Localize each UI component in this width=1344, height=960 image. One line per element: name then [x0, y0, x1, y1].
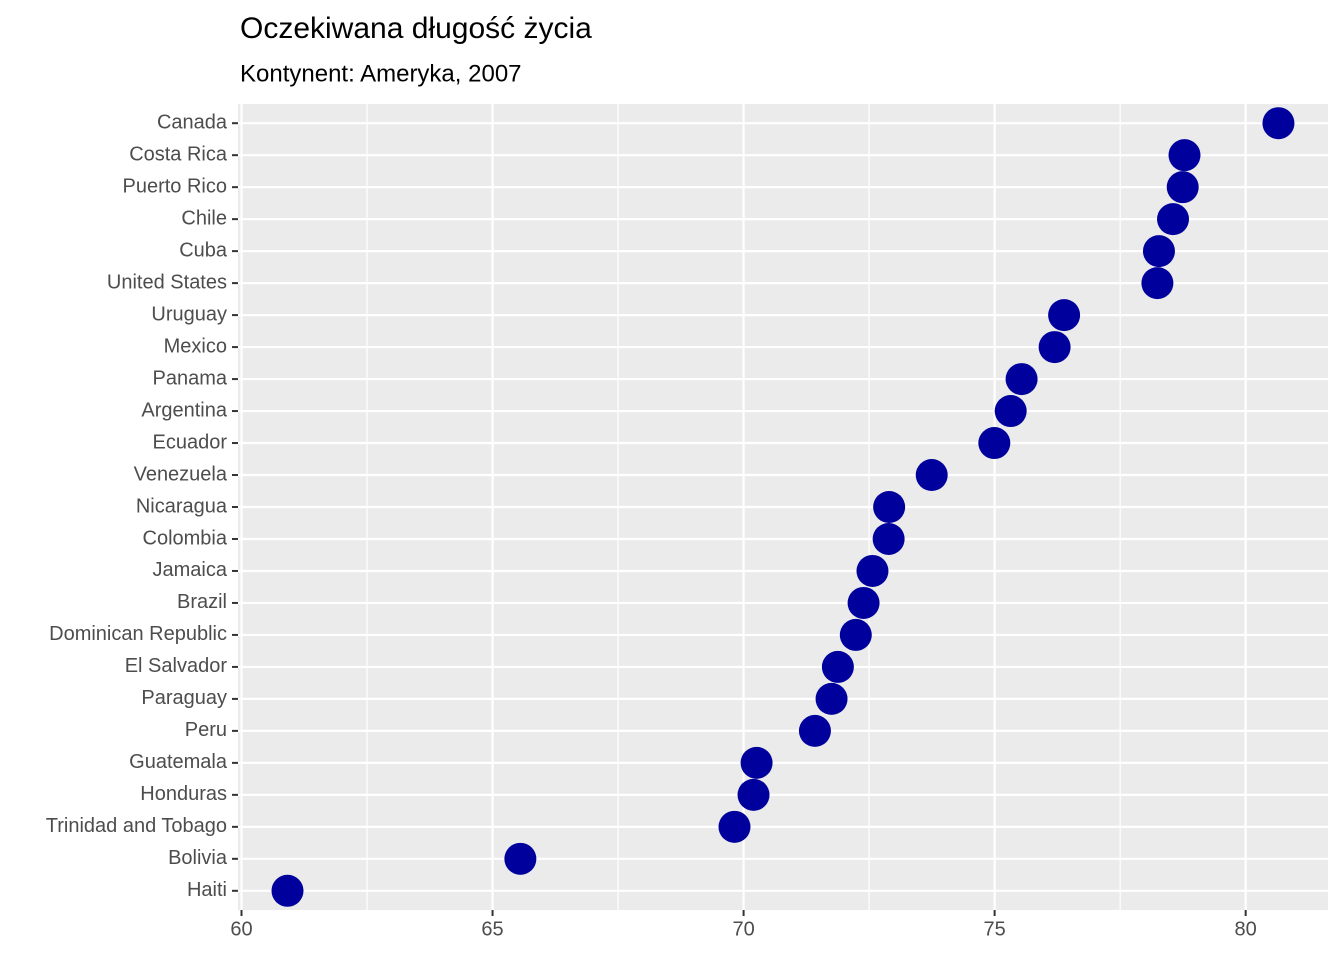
y-tick-label: Mexico	[164, 335, 227, 357]
y-tick-label: Colombia	[143, 527, 228, 549]
dot	[815, 682, 848, 715]
dot	[1142, 235, 1175, 268]
y-tick-label: Costa Rica	[129, 143, 228, 165]
dot	[915, 459, 948, 492]
dot	[847, 586, 880, 619]
dot	[504, 842, 537, 875]
y-tick-label: Panama	[153, 367, 228, 389]
y-tick-label: Paraguay	[141, 687, 227, 709]
y-tick-label: Chile	[181, 207, 227, 229]
dot	[839, 618, 872, 651]
y-tick-label: Venezuela	[134, 463, 228, 485]
y-tick-label: El Salvador	[125, 655, 228, 677]
chart-title: Oczekiwana długość życia	[240, 12, 592, 45]
dot	[821, 650, 854, 683]
y-tick-label: Argentina	[141, 399, 227, 421]
dot	[1168, 139, 1201, 172]
dot	[798, 714, 831, 747]
x-tick-label: 80	[1235, 918, 1257, 940]
y-tick-label: Brazil	[177, 591, 227, 613]
dot	[873, 491, 906, 523]
y-tick-label: Puerto Rico	[123, 175, 228, 197]
dot	[978, 427, 1011, 460]
dot	[740, 746, 773, 779]
x-tick-label: 75	[983, 918, 1005, 940]
y-tick-label: Nicaragua	[136, 495, 228, 517]
dot	[718, 810, 751, 843]
y-tick-label: Honduras	[140, 783, 227, 805]
y-tick-label: Peru	[185, 719, 227, 741]
dot	[1005, 363, 1038, 396]
dot	[856, 554, 889, 587]
x-tick-label: 60	[230, 918, 252, 940]
x-tick-label: 70	[732, 918, 754, 940]
dot	[271, 874, 304, 907]
dot	[1157, 203, 1190, 236]
dot	[1141, 267, 1174, 300]
y-tick-label: Haiti	[187, 879, 227, 901]
dot	[1048, 299, 1081, 332]
dot	[1038, 331, 1071, 364]
y-tick-label: Cuba	[179, 239, 228, 261]
y-tick-label: Jamaica	[153, 559, 228, 581]
y-tick-label: Canada	[157, 111, 228, 133]
x-tick-label: 65	[481, 918, 503, 940]
dot	[994, 395, 1027, 428]
y-tick-label: Guatemala	[129, 751, 228, 773]
chart-subtitle: Kontynent: Ameryka, 2007	[240, 60, 522, 87]
y-tick-label: Uruguay	[151, 303, 227, 325]
dot	[1262, 107, 1295, 140]
y-tick-label: Ecuador	[153, 431, 228, 453]
y-tick-label: Dominican Republic	[49, 623, 227, 645]
y-tick-label: Bolivia	[168, 847, 228, 869]
y-tick-label: United States	[107, 271, 227, 293]
dot	[872, 522, 905, 555]
dot	[737, 778, 770, 811]
dot	[1166, 171, 1199, 204]
y-tick-label: Trinidad and Tobago	[46, 815, 227, 837]
